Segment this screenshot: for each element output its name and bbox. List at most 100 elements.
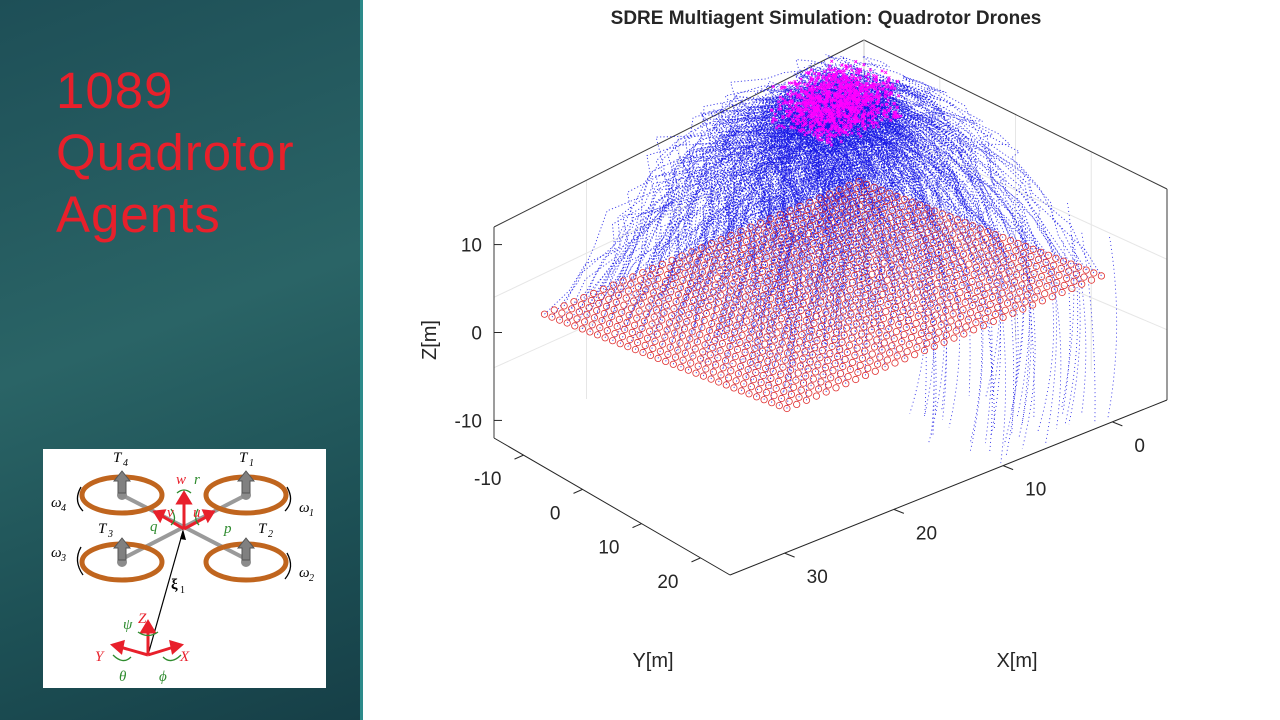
start-position-marker [910, 271, 919, 279]
start-position-marker [966, 229, 974, 237]
x-tick-label: 20 [916, 523, 937, 544]
start-position-marker [848, 278, 856, 287]
start-position-marker [766, 270, 774, 278]
start-position-marker [726, 263, 734, 271]
start-position-marker [680, 325, 689, 333]
start-position-marker [983, 283, 991, 291]
start-position-marker [874, 304, 882, 313]
start-position-marker [721, 277, 729, 285]
start-position-marker [617, 284, 625, 292]
start-position-marker [858, 274, 866, 283]
start-position-marker [737, 387, 745, 395]
final-position-marker [814, 101, 818, 106]
final-position-marker [816, 71, 820, 76]
final-position-marker [832, 121, 836, 125]
start-position-marker [981, 235, 990, 243]
start-position-marker [972, 239, 980, 247]
start-position-marker [819, 211, 827, 219]
start-position-marker [968, 277, 976, 285]
y-tick-mark [573, 488, 583, 494]
final-position-marker [844, 124, 848, 128]
trajectory-path [813, 89, 852, 273]
start-position-marker [618, 308, 626, 316]
start-position-marker [816, 354, 824, 362]
start-position-marker [600, 309, 608, 318]
final-position-marker [848, 91, 853, 95]
start-position-marker [813, 201, 821, 209]
final-position-marker [892, 101, 896, 106]
start-position-marker [784, 214, 792, 222]
start-position-marker [868, 270, 876, 278]
start-position-marker [804, 365, 812, 373]
start-position-marker [906, 205, 914, 213]
trajectory-path [825, 111, 1024, 310]
start-position-marker [816, 218, 825, 226]
final-position-marker [795, 101, 799, 105]
final-position-marker [788, 94, 793, 99]
start-position-marker [763, 333, 771, 341]
start-position-marker [602, 302, 611, 310]
final-position-marker [820, 124, 825, 129]
final-position-marker [843, 85, 847, 89]
start-position-marker [922, 235, 930, 243]
final-position-marker [852, 95, 857, 100]
final-position-marker [850, 68, 854, 72]
label-w4-sub: 4 [61, 503, 66, 514]
start-position-marker [825, 190, 834, 198]
start-position-marker [923, 204, 931, 212]
start-position-marker [846, 365, 854, 374]
final-position-marker [831, 81, 835, 85]
trajectory-path [784, 105, 824, 327]
start-position-marker [841, 300, 850, 308]
final-position-marker [790, 99, 794, 104]
start-position-marker [888, 262, 896, 270]
x-tick-mark [1002, 465, 1014, 471]
final-position-marker [834, 133, 838, 137]
final-position-marker [839, 139, 844, 144]
final-position-marker [782, 125, 786, 130]
trajectory-path [734, 84, 803, 357]
start-position-marker [852, 375, 860, 384]
start-position-marker [782, 380, 790, 388]
trajectory-path [803, 76, 916, 220]
final-position-marker [854, 59, 858, 64]
trajectory-path [812, 100, 1049, 256]
start-position-marker [929, 238, 937, 246]
start-position-marker [985, 276, 994, 284]
start-position-marker [650, 313, 658, 321]
start-position-marker [870, 263, 878, 271]
start-position-marker [668, 256, 676, 264]
start-position-marker [931, 207, 939, 215]
start-position-marker [984, 228, 992, 236]
start-position-marker [696, 275, 704, 283]
start-position-marker [659, 285, 667, 293]
trajectory-path [642, 93, 894, 273]
trajectory-path [1081, 232, 1096, 425]
box-edge [493, 39, 865, 228]
start-position-marker [798, 275, 807, 283]
start-position-marker [911, 295, 919, 303]
start-position-marker [898, 202, 906, 210]
trajectory-path [810, 90, 860, 227]
start-position-marker [597, 292, 605, 300]
final-position-marker [851, 86, 856, 91]
start-position-marker [886, 293, 894, 301]
trajectory-path [1020, 236, 1035, 418]
start-position-marker [836, 369, 845, 378]
start-position-marker [920, 346, 929, 355]
start-position-marker [717, 315, 726, 323]
start-position-marker [639, 269, 647, 277]
start-position-marker [810, 240, 818, 248]
start-position-marker [791, 272, 799, 280]
final-position-marker [872, 77, 877, 81]
start-position-marker [1009, 254, 1018, 262]
start-position-marker [890, 335, 898, 343]
start-position-marker [860, 267, 869, 275]
start-position-marker [1040, 265, 1048, 274]
final-position-marker [832, 112, 836, 116]
final-position-marker [803, 89, 807, 93]
trajectory-path [826, 116, 969, 321]
start-position-marker [711, 361, 720, 369]
start-position-marker [873, 360, 882, 368]
final-position-marker [837, 110, 841, 115]
